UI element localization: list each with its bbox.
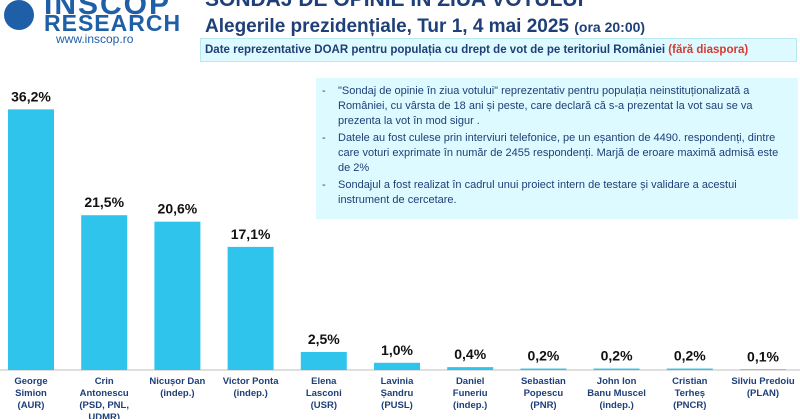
bar-value-label: 17,1% <box>231 226 271 242</box>
bar <box>154 221 201 370</box>
category-label-line: (indep.) <box>233 388 267 399</box>
category-label-line: Popescu <box>524 388 564 399</box>
category-label: Lavinia Șandru (PUSL) <box>381 376 414 411</box>
category-label-line: John Ion <box>597 376 637 387</box>
note-dash: - <box>322 179 326 191</box>
category-label: Nicușor Dan (indep.) <box>149 376 205 399</box>
category-label: John Ion Banu Muscel (indep.) <box>587 376 646 411</box>
note-text: Sondajul a fost realizat în cadrul unui … <box>338 179 737 206</box>
methodology-notes: - "Sondaj de opinie în ziua votului" rep… <box>316 78 798 219</box>
category-label-line: Lasconi <box>306 388 342 399</box>
note-item: - Datele au fost culese prin interviuri … <box>322 131 790 176</box>
category-label-line: Victor Ponta <box>223 376 279 387</box>
category-label-line: Șandru <box>381 388 414 399</box>
logo-mark-icon <box>4 0 34 30</box>
category-label-line: Elena <box>311 376 337 387</box>
bar <box>666 368 713 370</box>
category-label: Sebastian Popescu (PNR) <box>521 376 566 411</box>
category-label-line: (PSD, PNL, <box>79 400 129 411</box>
note-item: - Sondajul a fost realizat în cadrul unu… <box>322 178 790 208</box>
category-label: Victor Ponta (indep.) <box>223 376 279 399</box>
category-label: Daniel Funeriu (indep.) <box>453 376 488 411</box>
category-label-line: Silviu Predoiu <box>731 376 795 387</box>
bar <box>593 368 640 370</box>
page-title: SONDAJ DE OPINIE ÎN ZIUA VOTULUI <box>205 0 583 12</box>
bar-value-label: 2,5% <box>308 331 340 347</box>
representativeness-banner: Date reprezentative DOAR pentru populați… <box>200 38 797 62</box>
note-text: Datele au fost culese prin interviuri te… <box>338 132 779 174</box>
category-label: Cristian Terheș (PNCR) <box>672 376 708 411</box>
category-label-line: Sebastian <box>521 376 566 387</box>
bar-value-label: 21,5% <box>84 194 124 210</box>
bar <box>300 352 347 370</box>
category-label-line: UDMR) <box>88 412 120 419</box>
note-dash: - <box>322 132 326 144</box>
category-label-line: Terheș <box>675 388 705 399</box>
logo-brand-bottom: RESEARCH <box>44 10 182 36</box>
note-text: "Sondaj de opinie în ziua votului" repre… <box>338 85 753 127</box>
subtitle-time: (ora 20:00) <box>574 19 646 35</box>
category-label-line: (AUR) <box>18 400 45 411</box>
category-label-line: (indep.) <box>599 400 633 411</box>
category-label: Crin Antonescu (PSD, PNL, UDMR) <box>79 376 129 419</box>
bar-value-label: 0,2% <box>601 348 633 364</box>
category-label: George Simion (AUR) <box>14 376 47 411</box>
bar-value-label: 0,4% <box>454 346 486 362</box>
page-subtitle: Alegerile prezidențiale, Tur 1, 4 mai 20… <box>205 16 645 38</box>
category-label: Silviu Predoiu (PLAN) <box>731 376 795 399</box>
inscop-logo: INSCOP RESEARCH www.inscop.ro <box>0 0 190 50</box>
category-label-line: Nicușor Dan <box>149 376 205 387</box>
category-label-line: (PNR) <box>530 400 556 411</box>
category-label-line: (PUSL) <box>381 400 413 411</box>
category-label-line: Lavinia <box>381 376 414 387</box>
category-label-line: George <box>14 376 47 387</box>
bar <box>447 367 494 370</box>
category-label-line: Cristian <box>672 376 708 387</box>
category-label-line: Antonescu <box>80 388 129 399</box>
category-label-line: Crin <box>95 376 114 387</box>
category-label-line: Funeriu <box>453 388 488 399</box>
category-label-line: (USR) <box>311 400 337 411</box>
note-dash: - <box>322 85 326 97</box>
banner-text: Date reprezentative DOAR pentru populați… <box>205 44 666 56</box>
bar-value-label: 20,6% <box>158 201 198 217</box>
category-label-line: Daniel <box>456 376 485 387</box>
bar <box>374 362 420 370</box>
bar-value-label: 0,1% <box>747 348 779 364</box>
subtitle-main: Alegerile prezidențiale, Tur 1, 4 mai 20… <box>205 16 569 37</box>
category-label-line: (indep.) <box>160 388 194 399</box>
bar <box>8 109 54 371</box>
category-label-line: (PNCR) <box>673 400 706 411</box>
note-item: - "Sondaj de opinie în ziua votului" rep… <box>322 84 790 129</box>
category-label-line: Banu Muscel <box>587 388 646 399</box>
bar <box>227 246 274 370</box>
logo-website: www.inscop.ro <box>56 32 134 46</box>
bar-value-label: 36,2% <box>11 88 51 104</box>
bar-value-label: 0,2% <box>527 348 559 364</box>
logo-brand-top: INSCOP <box>44 0 172 21</box>
category-label-line: (PLAN) <box>747 388 779 399</box>
category-label-line: (indep.) <box>453 400 487 411</box>
category-label-line: Simion <box>15 388 47 399</box>
banner-highlight: (fără diaspora) <box>668 44 749 56</box>
bar <box>740 369 786 370</box>
bar-value-label: 1,0% <box>381 342 413 358</box>
bar-value-label: 0,2% <box>674 348 706 364</box>
bar <box>520 368 567 370</box>
bar <box>81 215 128 370</box>
category-label: Elena Lasconi (USR) <box>306 376 342 411</box>
